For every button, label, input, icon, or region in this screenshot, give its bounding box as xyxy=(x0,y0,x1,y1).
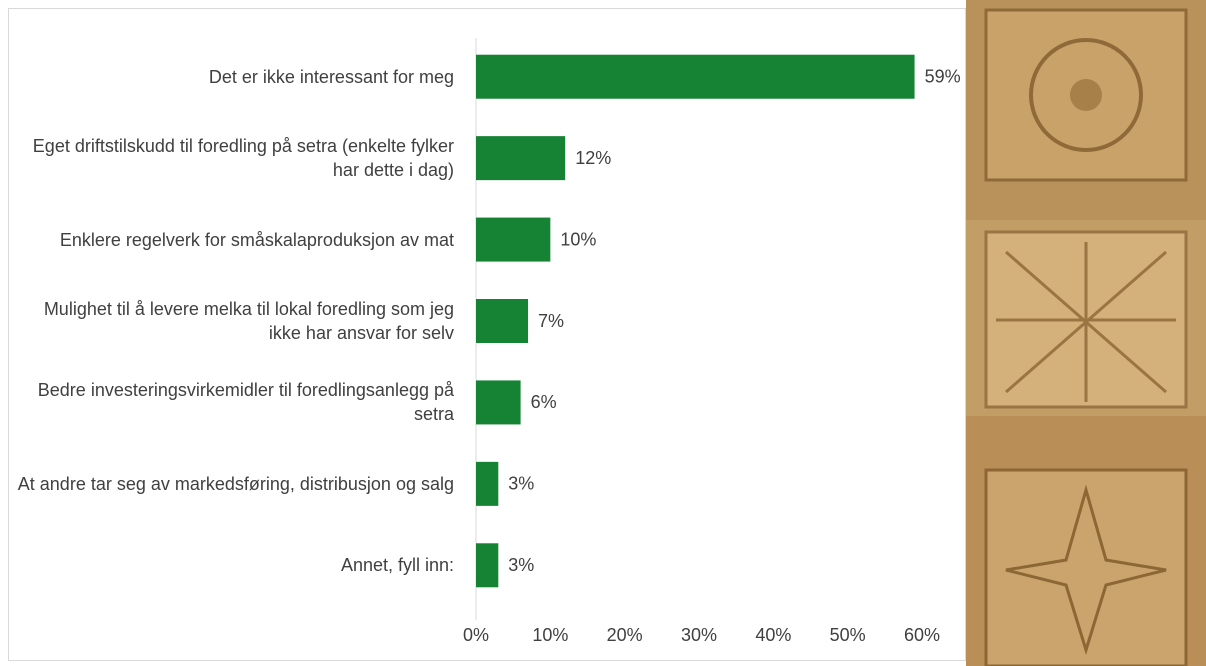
page: 0%10%20%30%40%50%60%59%12%10%7%6%3%3% ((… xyxy=(0,0,1206,666)
category-label: Enklere regelverk for småskalaproduksjon… xyxy=(14,228,454,252)
x-tick-label: 0% xyxy=(463,625,489,645)
bar xyxy=(476,299,528,343)
category-label: Det er ikke interessant for meg xyxy=(14,65,454,89)
category-label: Bedre investeringsvirkemidler til foredl… xyxy=(14,378,454,426)
bar xyxy=(476,218,550,262)
photo-carving xyxy=(1070,79,1102,111)
value-label: 59% xyxy=(925,66,961,86)
bar xyxy=(476,543,498,587)
photos xyxy=(966,0,1206,666)
value-label: 12% xyxy=(575,148,611,168)
x-tick-label: 40% xyxy=(755,625,791,645)
x-tick-label: 30% xyxy=(681,625,717,645)
value-label: 6% xyxy=(531,392,557,412)
x-tick-label: 50% xyxy=(830,625,866,645)
value-label: 10% xyxy=(560,229,596,249)
bar xyxy=(476,462,498,506)
category-label: At andre tar seg av markedsføring, distr… xyxy=(14,472,454,496)
bar xyxy=(476,380,521,424)
category-label: Eget driftstilskudd til foredling på set… xyxy=(14,134,454,182)
category-label: Annet, fyll inn: xyxy=(14,553,454,577)
bar xyxy=(476,55,915,99)
value-label: 7% xyxy=(538,311,564,331)
category-label: Mulighet til å levere melka til lokal fo… xyxy=(14,297,454,345)
bar xyxy=(476,136,565,180)
x-tick-label: 10% xyxy=(532,625,568,645)
x-tick-label: 20% xyxy=(607,625,643,645)
value-label: 3% xyxy=(508,474,534,494)
x-tick-label: 60% xyxy=(904,625,940,645)
value-label: 3% xyxy=(508,555,534,575)
